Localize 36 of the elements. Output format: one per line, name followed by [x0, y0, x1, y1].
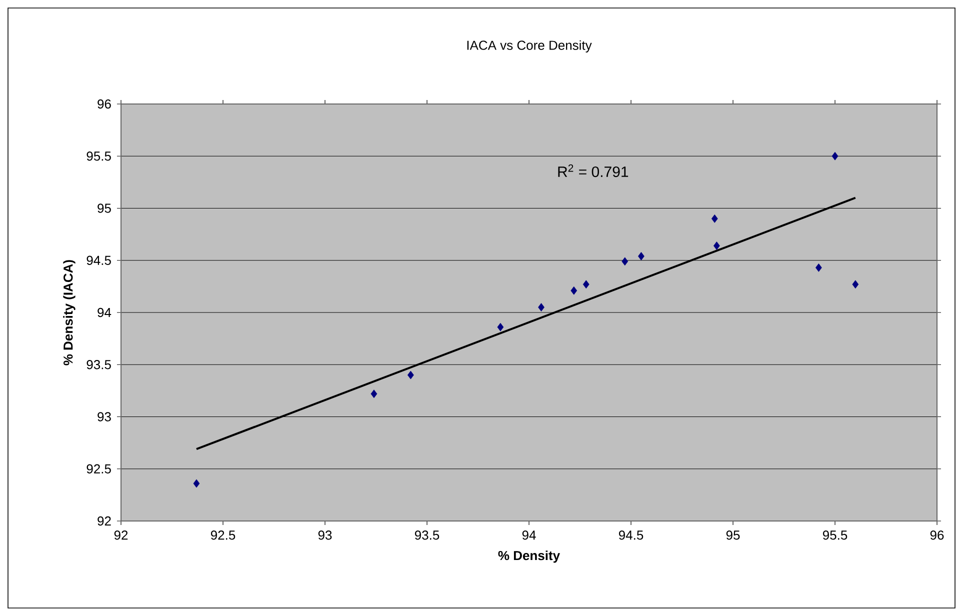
y-tick-label: 93.5 [86, 360, 111, 370]
y-tick-label: 94.5 [86, 256, 111, 265]
x-tick-label: 93 [318, 530, 332, 540]
x-tick-label: 96 [930, 530, 944, 540]
x-tick-label: 94.5 [618, 530, 644, 540]
y-tick-label: 93 [98, 412, 111, 422]
point [638, 252, 644, 260]
x-tick-label: 95 [726, 530, 740, 540]
point [193, 479, 200, 488]
point [582, 280, 590, 289]
y-tick-label: 96 [98, 99, 111, 109]
y-tick-label: 94 [98, 308, 112, 318]
point [370, 390, 378, 398]
point [622, 257, 628, 266]
point [852, 280, 859, 289]
x-tick-label: 95.5 [822, 530, 848, 540]
y-tick-label: 95 [98, 204, 111, 213]
x-axis-title: % Density [498, 550, 560, 563]
x-tick-label: 92 [114, 530, 128, 540]
point [832, 152, 838, 160]
point [497, 322, 504, 332]
chart-title: IACA vs Core Density [467, 40, 592, 52]
y-tick-label: 92 [98, 516, 111, 526]
x-tick-label: 93.5 [414, 530, 440, 540]
annotation: R$^{2}$ = 0.791 [558, 164, 628, 178]
point [407, 370, 414, 380]
point [538, 303, 544, 312]
y-tick-label: 92.5 [86, 464, 111, 474]
point [711, 214, 718, 223]
point [570, 286, 578, 295]
y-tick-label: 95.5 [86, 152, 111, 161]
point [815, 263, 822, 272]
x-tick-label: 92.5 [210, 530, 236, 540]
point [713, 242, 720, 250]
y-axis-title: % Density (IACA) [63, 260, 76, 366]
x-tick-label: 94 [522, 530, 536, 540]
